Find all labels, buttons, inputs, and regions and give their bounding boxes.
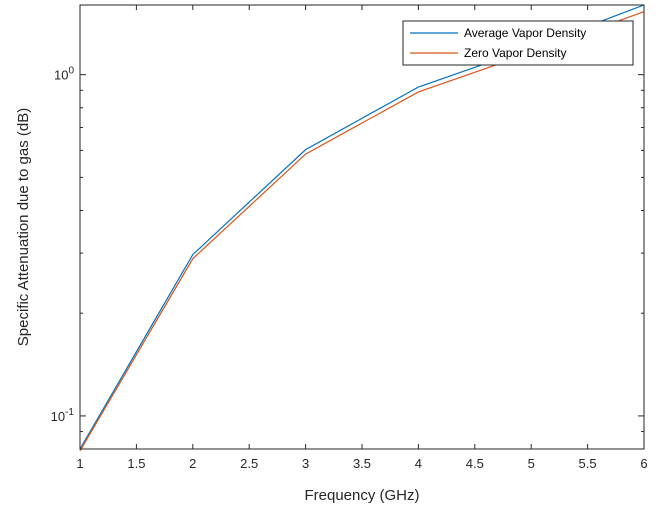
x-tick-label: 3 (302, 456, 309, 471)
x-tick-label: 4.5 (466, 456, 484, 471)
series-line-zero-vapor-density (79, 11, 645, 452)
y-tick-label: 100 (54, 66, 74, 83)
y-tick-label: 10-1 (51, 407, 75, 424)
x-tick-label: 6 (640, 456, 647, 471)
plot-area-frame (79, 4, 645, 450)
x-tick-label: 2.5 (240, 456, 258, 471)
x-axis-label: Frequency (GHz) (304, 487, 419, 504)
x-tick-label: 3.5 (353, 456, 371, 471)
x-axis: 1 1.5 2 2.5 3 3.5 4 4.5 5 5.5 6 (76, 5, 648, 471)
legend-label-average-vapor-density: Average Vapor Density (464, 26, 586, 40)
x-tick-label: 5 (528, 456, 535, 471)
x-tick-label: 1 (76, 456, 83, 471)
series-line-average-vapor-density (79, 4, 645, 450)
legend-label-zero-vapor-density: Zero Vapor Density (464, 46, 567, 60)
x-tick-label: 4 (415, 456, 422, 471)
x-tick-label: 5.5 (579, 456, 597, 471)
legend: Average Vapor Density Zero Vapor Density (402, 20, 634, 66)
y-axis-label: Specific Attenuation due to gas (dB) (15, 108, 32, 346)
x-tick-label: 1.5 (127, 456, 145, 471)
x-tick-label: 2 (189, 456, 196, 471)
lines-layer (79, 4, 645, 452)
legend-box (402, 20, 634, 66)
y-axis: 10-1 100 (51, 66, 644, 450)
